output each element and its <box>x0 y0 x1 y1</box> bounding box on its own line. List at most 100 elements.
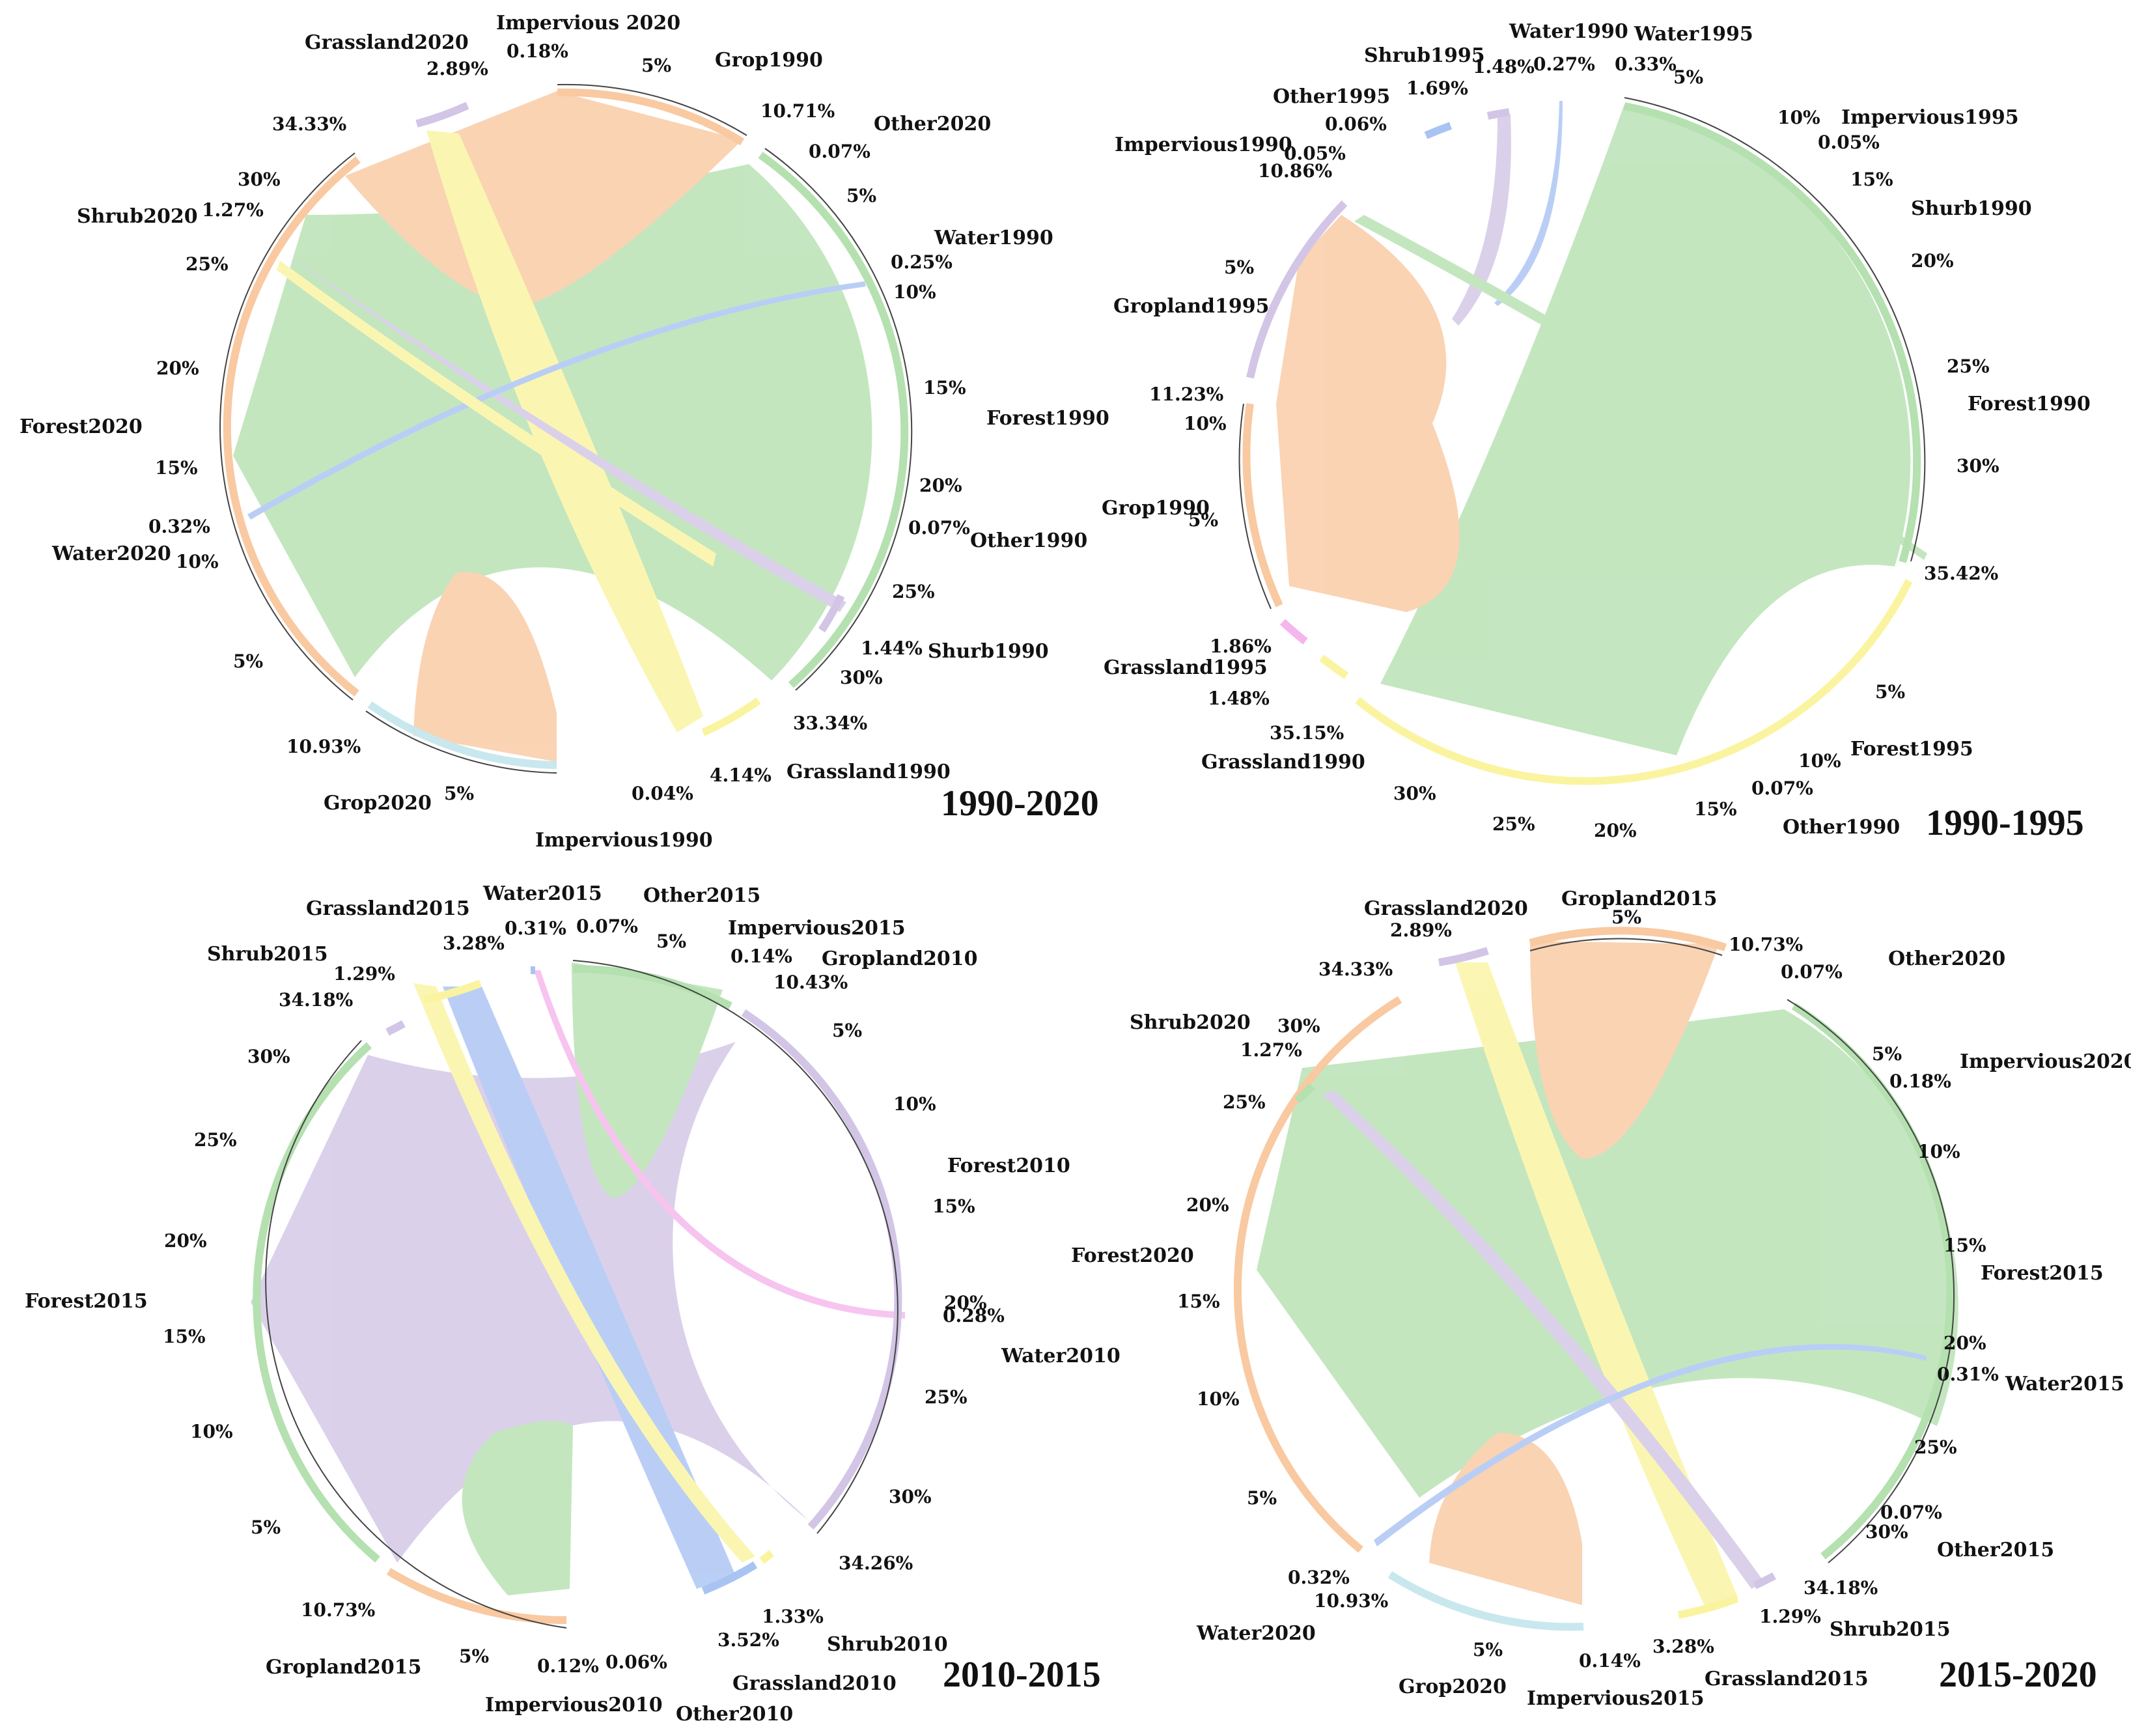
arc-shrub2015 <box>1753 1572 1776 1589</box>
label-grassland2020: Grassland2020 <box>1364 897 1528 920</box>
chord-pink-line <box>534 970 905 1319</box>
tick-label: 30% <box>840 667 883 688</box>
chord-forest-main <box>1257 1009 1958 1498</box>
arc-grop1990 <box>1242 403 1283 608</box>
tick-label: 5% <box>1473 1639 1503 1660</box>
label-forest1990: Forest1990 <box>1968 393 2091 415</box>
label-other1990: Other1990 <box>970 529 1087 552</box>
value-label: 0.06% <box>1325 113 1387 135</box>
arc-forest2020 <box>1233 996 1402 1553</box>
tick-label: 15% <box>155 457 198 479</box>
tick-label: 20% <box>1911 250 1954 272</box>
value-label: 0.31% <box>505 917 566 939</box>
tick-label: 25% <box>1223 1091 1266 1113</box>
tick-label: 5% <box>444 783 474 804</box>
panel-1990-1995: Water1990 Water1995 Shrub1995 Other1995 … <box>1102 20 2091 843</box>
panel-title: 1990-1995 <box>1926 803 2084 843</box>
value-label: 0.05% <box>1818 132 1880 153</box>
value-label: 1.69% <box>1406 77 1468 99</box>
tick-label: 15% <box>1850 169 1893 190</box>
chord-crop-top <box>1530 941 1719 1159</box>
tick-label: 25% <box>1914 1436 1957 1458</box>
tick-label: 25% <box>194 1129 237 1151</box>
tick-label: 5% <box>1872 1043 1902 1065</box>
tick-label: 20% <box>164 1230 207 1252</box>
arc-shurb1990 <box>1486 108 1510 120</box>
value-label: 10.86% <box>1258 160 1332 182</box>
label-forest1990: Forest1990 <box>986 407 1109 430</box>
value-label: 0.06% <box>606 1651 667 1673</box>
tick-label: 30% <box>247 1046 290 1067</box>
value-label: 0.33% <box>1615 53 1677 75</box>
chord-forest-bottom <box>462 1421 573 1595</box>
tick-label: 15% <box>1177 1291 1220 1312</box>
value-label: 10.93% <box>286 736 361 757</box>
value-label: 1.27% <box>1240 1039 1302 1061</box>
arc-grassland2015 <box>423 979 482 1003</box>
value-label: 11.23% <box>1149 384 1223 405</box>
arcs <box>1233 927 1955 1631</box>
arc-grassland1995 <box>1279 619 1308 645</box>
value-label: 0.25% <box>891 251 953 273</box>
label-water1990: Water1990 <box>934 227 1053 249</box>
panel-2015-2020: Grassland2020 Gropland2015 Other2020 Imp… <box>1071 888 2131 1710</box>
tick-label: 15% <box>923 377 966 399</box>
chord-grass-side <box>277 260 716 567</box>
value-label: 0.07% <box>1751 777 1813 799</box>
label-grassland1990: Grassland1990 <box>1201 751 1365 774</box>
tick-label: 25% <box>925 1386 968 1408</box>
tick-label: 20% <box>156 357 199 379</box>
arc-outlines <box>1529 938 1955 1563</box>
tick-label: 25% <box>1947 356 1990 377</box>
arc-grassland1990 <box>701 697 761 736</box>
label-impervious2015: Impervious2015 <box>1527 1687 1705 1710</box>
value-label: 0.31% <box>1937 1364 1999 1385</box>
panel-title: 2010-2015 <box>943 1655 1101 1695</box>
arcs <box>223 88 909 769</box>
tick-label: 5% <box>1611 906 1641 928</box>
arc-forest2015 <box>253 1042 380 1563</box>
value-label: 34.18% <box>1804 1577 1878 1599</box>
tick-label: 10% <box>893 1093 936 1115</box>
value-label: 0.04% <box>632 783 693 804</box>
value-label: 34.26% <box>839 1552 913 1574</box>
value-label: 1.33% <box>762 1606 824 1627</box>
tick-label: 30% <box>1865 1521 1908 1543</box>
label-shrub2020: Shrub2020 <box>1130 1011 1251 1034</box>
value-label: 10.73% <box>301 1599 375 1621</box>
value-label: 0.32% <box>1288 1567 1350 1588</box>
arc-forest2015 <box>1791 1002 1955 1560</box>
tick-label: 5% <box>846 185 876 206</box>
value-label: 1.27% <box>202 199 264 221</box>
value-label: 0.07% <box>1880 1502 1942 1523</box>
tick-label: 5% <box>832 1020 862 1041</box>
tick-label: 15% <box>163 1326 206 1347</box>
label-grop1990: Grop1990 <box>1102 497 1210 520</box>
value-label: 1.86% <box>1210 636 1272 657</box>
chords <box>233 91 872 762</box>
tick-label: 25% <box>892 581 935 602</box>
tick-label: 20% <box>1943 1332 1986 1354</box>
panel-2010-2015: Grassland2015 Water2015 Other2015 Imperv… <box>25 882 1121 1726</box>
value-label: 34.33% <box>1318 959 1393 980</box>
arcs <box>253 964 902 1625</box>
label-other2010: Other2010 <box>676 1703 793 1726</box>
value-label: 34.18% <box>279 989 353 1011</box>
arc-gropland2015 <box>386 1567 567 1625</box>
value-label: 4.14% <box>710 764 772 786</box>
value-label: 0.07% <box>809 141 871 162</box>
arc-gropland1995 <box>1246 200 1348 379</box>
tick-label: 10% <box>176 551 219 572</box>
label-shrub2015: Shrub2015 <box>1830 1618 1951 1641</box>
chord-forest-main <box>1380 104 1911 755</box>
chord-grass-band <box>426 130 703 733</box>
chord-water-lines <box>1494 101 1563 306</box>
value-label: 0.07% <box>1781 961 1843 983</box>
tick-label: 10% <box>1777 107 1820 128</box>
chord-water-line <box>1374 1343 1927 1547</box>
label-water2020: Water2020 <box>51 542 171 565</box>
tick-label: 30% <box>889 1486 932 1507</box>
chord-shrub-band <box>1322 1091 1764 1589</box>
arc-forest2010 <box>741 1009 902 1530</box>
